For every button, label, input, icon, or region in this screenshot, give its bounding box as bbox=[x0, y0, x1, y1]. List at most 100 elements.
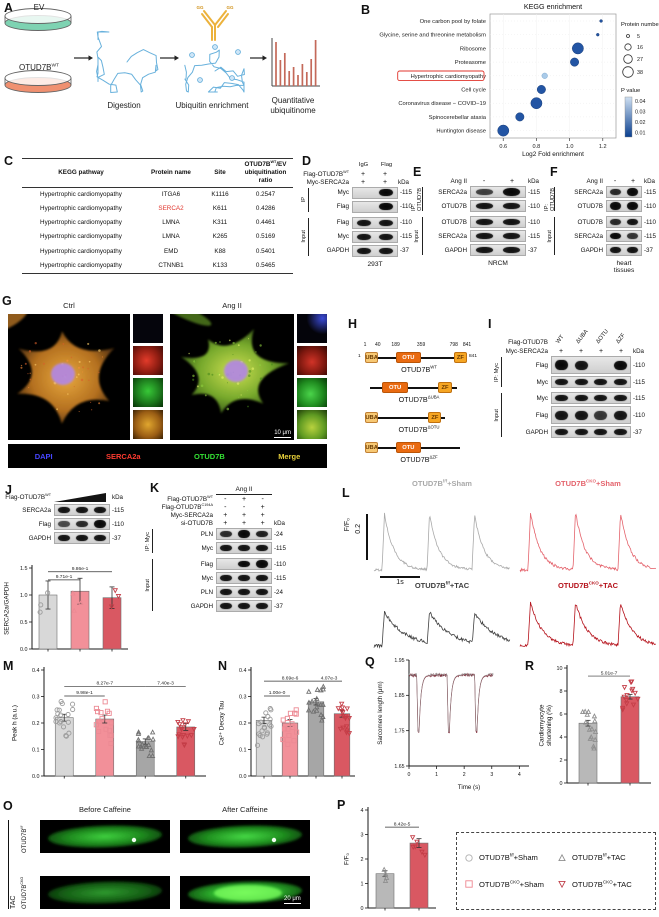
size-legend-circle bbox=[624, 43, 632, 51]
blot-box bbox=[216, 600, 272, 612]
label-seg: Flag-OTUD7B bbox=[5, 494, 46, 501]
caption-enrichment: Ubiquitin enrichment bbox=[175, 101, 249, 110]
table-row: Hypertrophic cardiomyopathy LMNA K311 0.446… bbox=[22, 216, 293, 230]
cell-line-label: NRCM bbox=[488, 260, 508, 267]
yscale-value: 0.2 bbox=[355, 524, 362, 534]
data-point bbox=[382, 877, 389, 884]
data-point bbox=[63, 733, 69, 739]
label-seg: CKO bbox=[586, 478, 597, 484]
data-point bbox=[188, 733, 195, 739]
size-legend-label: 5 bbox=[637, 34, 640, 40]
nucleus bbox=[224, 360, 248, 382]
cell-body bbox=[188, 825, 302, 848]
speckle bbox=[204, 394, 207, 397]
blot-row: SERCA2a -115 bbox=[556, 186, 659, 198]
table-cell: Hypertrophic cardiomyopathy bbox=[40, 233, 122, 241]
blot-band bbox=[609, 202, 622, 210]
bright-core bbox=[214, 885, 282, 901]
lane-header-row: IgG Flag bbox=[300, 162, 412, 169]
data-point bbox=[78, 599, 84, 605]
blot-box bbox=[606, 200, 642, 212]
antibody-gg-label: GG bbox=[196, 5, 204, 10]
blot-box bbox=[470, 216, 526, 228]
data-point bbox=[412, 844, 418, 850]
panel-d: D IgG Flag Flag-OTUD7BWT + + Myc-SERCA2a + + kDa… bbox=[296, 148, 414, 294]
kda-marker: -115 bbox=[633, 394, 645, 402]
serca2a-gapdh-chart: 0.0 0.5 1.0 1.5 SERCA2a/GAPDH 9.71e-1 9.86e-1 bbox=[2, 554, 138, 656]
legend-marker-icon bbox=[558, 853, 566, 861]
span: IP: Myc bbox=[145, 531, 151, 551]
speckle bbox=[70, 356, 73, 359]
blot-band bbox=[555, 379, 569, 385]
speckle bbox=[29, 378, 32, 381]
y-tick-label: 0 bbox=[560, 781, 563, 787]
blot-band bbox=[626, 202, 639, 210]
data-point bbox=[558, 853, 566, 861]
y-tick-label: 10 bbox=[557, 666, 563, 672]
blot-band bbox=[626, 233, 639, 239]
blot-band bbox=[238, 589, 250, 595]
legend-entry-label: OTUD7BCKO+TAC bbox=[572, 880, 632, 889]
plasmid-row: si-OTUD7B + + + kDa bbox=[144, 520, 328, 527]
category-label: Cell cycle bbox=[461, 88, 486, 94]
speckle bbox=[251, 367, 255, 370]
speckle bbox=[88, 379, 90, 381]
span: Flag-OTUD7BWT bbox=[303, 170, 349, 178]
chart-R: 0 2 4 6 8 10 Cardiomyocyte shortening (%) 5.01e-… bbox=[539, 665, 651, 787]
blot-band bbox=[220, 603, 232, 609]
table-row: Hypertrophic cardiomyopathy SERCA2 K611 0.4… bbox=[22, 202, 293, 216]
color-legend-label: 0.02 bbox=[635, 120, 646, 126]
panel-i: I Flag-OTUD7B WT ΔUBA ΔOTU ΔZF Myc-SERCA2a + + +… bbox=[487, 310, 659, 482]
blot-box bbox=[216, 528, 272, 540]
channel-inset bbox=[297, 378, 327, 407]
shortening-chart: 0 2 4 6 8 10 Cardiomyocyte shortening (%) 5.01e-… bbox=[537, 654, 657, 792]
domain-otu: OTU bbox=[395, 442, 422, 453]
blot-row-label: Flag bbox=[336, 219, 349, 227]
residue-number: 359 bbox=[416, 342, 426, 348]
panel-p: P 0 1 2 3 4 F/F₀ 8.42e-5 bbox=[330, 790, 448, 917]
label-seg: OTUD7B bbox=[572, 879, 603, 889]
g-col-ctrl: Ctrl bbox=[63, 301, 75, 310]
bubble bbox=[536, 85, 546, 94]
kda-marker: -110 bbox=[400, 219, 412, 227]
speckle bbox=[42, 362, 45, 365]
data-point bbox=[306, 688, 312, 694]
panel-f-label: F bbox=[550, 165, 558, 179]
speckle bbox=[28, 350, 32, 353]
blot-box bbox=[54, 532, 110, 544]
speckle bbox=[34, 363, 37, 366]
plus-minus: + bbox=[223, 520, 228, 527]
data-point bbox=[287, 710, 293, 716]
y-tick-label: 0.0 bbox=[32, 774, 40, 780]
blot-row: SERCA2a -115 bbox=[556, 230, 659, 242]
pln-coip-blot: Ang II Flag-OTUD7BWT - + - Flag-OTUD7BC194A - -… bbox=[144, 486, 328, 616]
blot-row-label: PLN bbox=[200, 530, 213, 538]
lane-headers: IgG Flag bbox=[352, 162, 398, 169]
flank-start: 1 bbox=[358, 354, 361, 359]
data-point bbox=[149, 752, 156, 758]
plus-minus: + bbox=[260, 512, 265, 519]
speckle bbox=[24, 362, 27, 365]
data-point bbox=[293, 707, 299, 713]
label-seg: CKO bbox=[20, 876, 24, 885]
data-point bbox=[342, 716, 349, 722]
data-point bbox=[145, 741, 152, 748]
plus-minus: + bbox=[241, 520, 247, 527]
data-point bbox=[409, 835, 416, 841]
y-tick-label: 3 bbox=[361, 832, 364, 838]
y-tick-label: 0.3 bbox=[239, 694, 247, 700]
blot-row-label: GAPDH bbox=[326, 247, 349, 255]
data-point bbox=[65, 719, 71, 725]
data-point bbox=[267, 706, 273, 712]
dose-title: Flag-OTUD7BWT bbox=[2, 493, 54, 501]
label-seg: Ang II bbox=[450, 178, 467, 185]
speckle bbox=[255, 351, 257, 353]
blot-band bbox=[475, 189, 494, 195]
label-seg: +Sham bbox=[513, 853, 538, 863]
plus-minus: + bbox=[618, 348, 624, 355]
p-value-label: 8.69e-6 bbox=[282, 675, 299, 681]
blot-group: IP Myc -115 Flag -110 bbox=[300, 186, 412, 213]
speckle bbox=[238, 396, 240, 398]
kegg-sites-table: KEGG pathway Protein name Site OTUD7BWT/EV u… bbox=[22, 158, 293, 274]
label-seg: ΔOTU bbox=[595, 328, 610, 345]
